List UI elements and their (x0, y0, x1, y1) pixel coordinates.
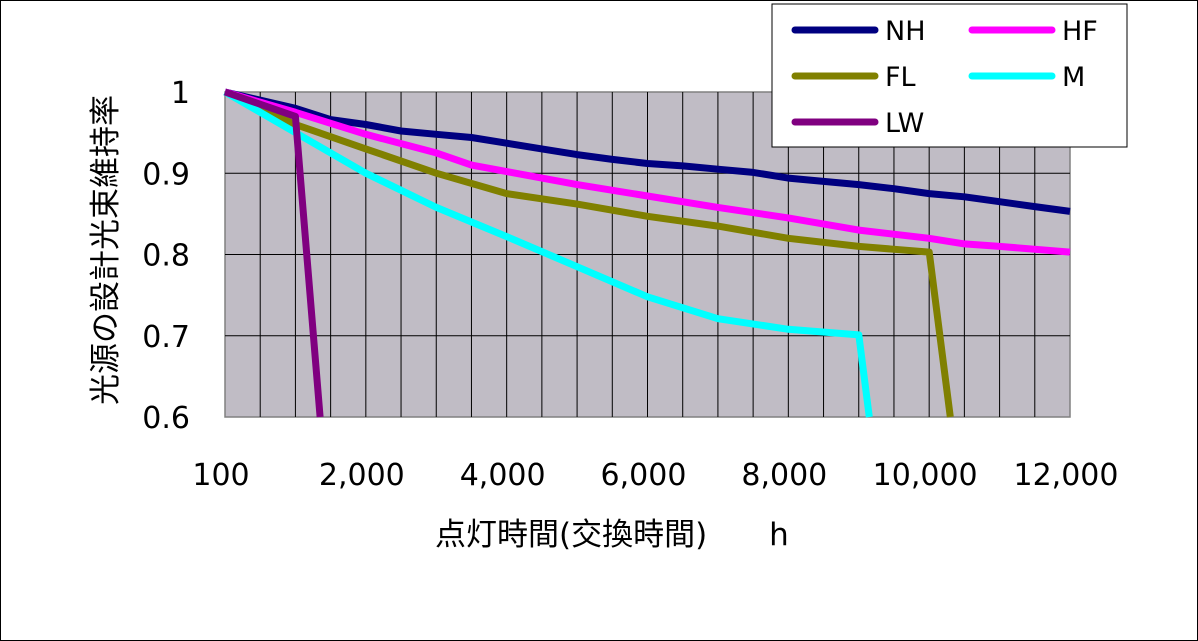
legend-label-lw: LW (885, 108, 924, 139)
x-tick-label: 100 (192, 458, 249, 493)
legend-label-nh: NH (885, 16, 926, 47)
y-tick-label: 0.9 (142, 157, 190, 192)
x-tick-label: 12,000 (1014, 458, 1119, 493)
y-tick-label: 0.8 (142, 239, 190, 274)
series-line-fl (223, 88, 954, 418)
series-line-m (223, 88, 873, 418)
series-lines (223, 88, 1071, 418)
y-tick-labels: 1 0.9 0.8 0.7 0.6 (142, 76, 190, 436)
series-line-lw (223, 88, 324, 418)
x-tick-label: 2,000 (319, 458, 405, 493)
x-tick-label: 8,000 (741, 458, 827, 493)
y-tick-label: 1 (171, 76, 190, 111)
legend-label-hf: HF (1062, 16, 1098, 47)
y-tick-label: 0.6 (142, 401, 190, 436)
legend-label-fl: FL (885, 62, 916, 93)
y-axis-title: 光源の設計光束維持率 (88, 95, 124, 405)
legend: NH HF FL M LW (771, 3, 1128, 148)
x-tick-label: 4,000 (460, 458, 546, 493)
x-tick-label: 6,000 (601, 458, 687, 493)
series-line-hf (224, 88, 1071, 256)
y-tick-label: 0.7 (142, 320, 190, 355)
x-tick-label: 10,000 (873, 458, 978, 493)
x-tick-labels: 100 2,000 4,000 6,000 8,000 10,000 12,000 (192, 458, 1118, 493)
series-line-nh (224, 88, 1071, 215)
legend-label-m: M (1062, 62, 1085, 93)
x-axis-title: 点灯時間(交換時間) h (435, 517, 789, 553)
